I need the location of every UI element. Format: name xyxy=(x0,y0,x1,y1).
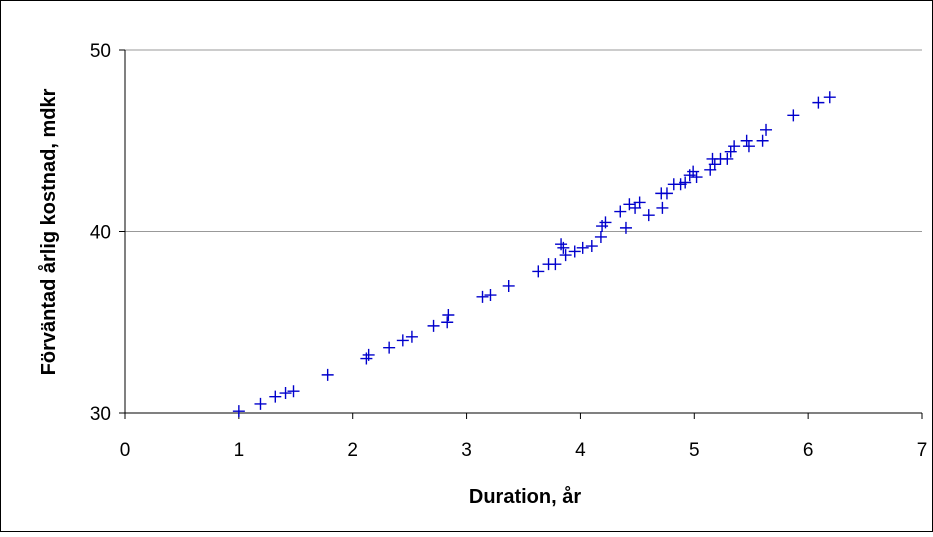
y-tick-label-50: 50 xyxy=(90,41,111,62)
data-point xyxy=(756,134,769,147)
data-point xyxy=(599,216,612,229)
data-point xyxy=(642,209,655,222)
data-point xyxy=(679,176,692,189)
data-point xyxy=(576,241,589,254)
x-tick-label-6: 6 xyxy=(803,440,814,461)
x-axis-title: Duration, år xyxy=(469,485,581,508)
data-point xyxy=(269,390,282,403)
data-point xyxy=(690,171,703,184)
y-tick-label-40: 40 xyxy=(90,223,111,244)
data-point xyxy=(812,96,825,109)
x-tick-label-1: 1 xyxy=(234,440,245,461)
data-point xyxy=(823,91,836,104)
data-point xyxy=(559,249,572,262)
data-point xyxy=(532,265,545,278)
y-tick-label-30: 30 xyxy=(90,404,111,425)
x-tick-label-0: 0 xyxy=(120,440,131,461)
x-tick-label-7: 7 xyxy=(917,440,928,461)
data-point xyxy=(476,290,489,303)
data-point xyxy=(721,152,734,165)
data-point xyxy=(442,308,455,321)
y-tick-labels: 30 40 50 xyxy=(90,41,111,425)
x-tick-labels: 0 1 2 3 4 5 6 7 xyxy=(120,440,928,461)
data-point xyxy=(321,368,334,381)
data-point xyxy=(585,240,598,253)
data-point xyxy=(787,109,800,122)
data-point xyxy=(656,201,669,214)
y-axis-title: Förväntad årlig kostnad, mdkr xyxy=(37,88,60,375)
data-point xyxy=(383,341,396,354)
x-tick-label-4: 4 xyxy=(575,440,586,461)
data-point xyxy=(279,387,292,400)
gridlines xyxy=(125,49,922,232)
data-point xyxy=(568,245,581,258)
data-point xyxy=(594,230,607,243)
data-point xyxy=(405,330,418,343)
data-point xyxy=(396,334,409,347)
data-point xyxy=(427,319,440,332)
data-point xyxy=(232,405,245,418)
data-point xyxy=(557,241,570,254)
data-point xyxy=(614,205,627,218)
data-point xyxy=(287,385,300,398)
data-point xyxy=(728,140,741,153)
data-points xyxy=(232,91,836,418)
data-point xyxy=(760,123,773,136)
data-point xyxy=(549,258,562,271)
data-point xyxy=(740,134,753,147)
x-tick-label-5: 5 xyxy=(689,440,700,461)
data-point xyxy=(660,187,673,200)
x-tick-label-3: 3 xyxy=(461,440,472,461)
data-point xyxy=(619,221,632,234)
data-point xyxy=(484,289,497,302)
data-point xyxy=(633,196,646,209)
data-point xyxy=(362,348,375,361)
data-point xyxy=(708,158,721,171)
data-point xyxy=(254,397,267,410)
x-tick-label-2: 2 xyxy=(347,440,358,461)
data-point xyxy=(502,279,515,292)
data-point xyxy=(441,316,454,329)
data-point xyxy=(742,140,755,153)
